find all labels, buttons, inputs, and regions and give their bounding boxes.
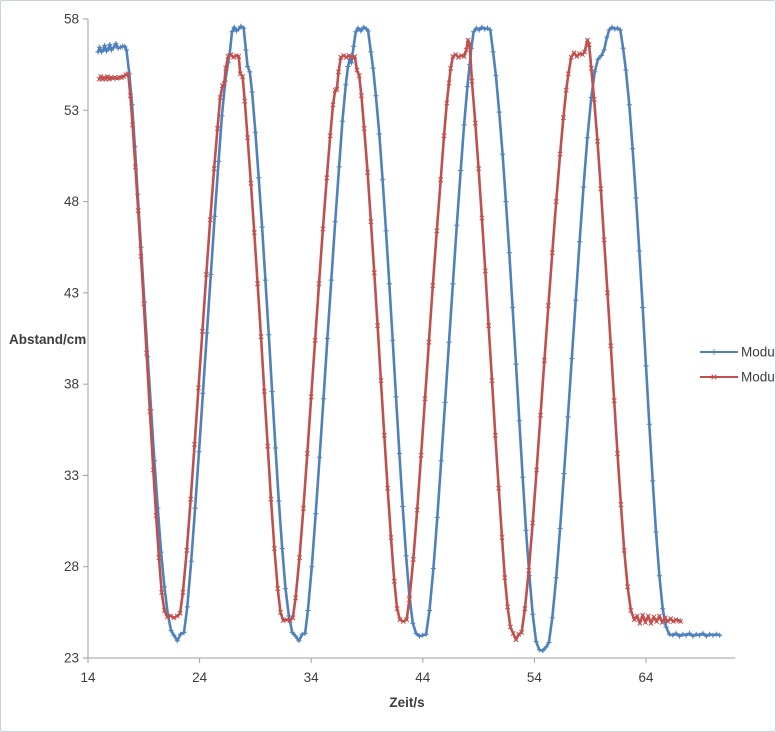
y-axis-title: Abstand/cm [9,332,86,347]
series-line-1 [96,25,721,652]
axis-lines [87,19,736,659]
y-tick-label: 33 [64,468,79,483]
legend-label-modul-1: Modul 1 [741,345,775,360]
series-markers-2 [96,37,684,643]
x-tick-label: 54 [527,670,543,685]
legend-label-modul-2: Modul 2 [741,370,775,385]
x-tick-label: 64 [638,670,654,685]
y-tick-label: 43 [64,285,79,300]
y-tick-label: 53 [64,103,79,118]
y-tick-label: 58 [64,12,79,27]
series-markers-1 [95,23,723,654]
x-tick-label: 24 [192,670,208,685]
x-tick-label: 34 [304,670,320,685]
legend-item-modul-1: Modul 1 [700,345,775,360]
legend-item-modul-2: Modul 2 [700,370,775,385]
y-tick-label: 28 [64,559,79,574]
x-tick-label: 44 [415,670,431,685]
legend-x-marker-icon [711,374,717,380]
x-axis-title: Zeit/s [389,695,424,710]
plot-area: 23 28 33 38 43 48 53 58 14 24 34 44 54 64 [64,12,736,685]
legend: Modul 1 Modul 2 [700,345,775,385]
y-tick-label: 23 [64,651,79,666]
x-tick-label: 14 [80,670,96,685]
legend-plus-marker-icon [711,349,717,355]
y-tick-label: 38 [64,377,79,392]
y-tick-label: 48 [64,194,79,209]
